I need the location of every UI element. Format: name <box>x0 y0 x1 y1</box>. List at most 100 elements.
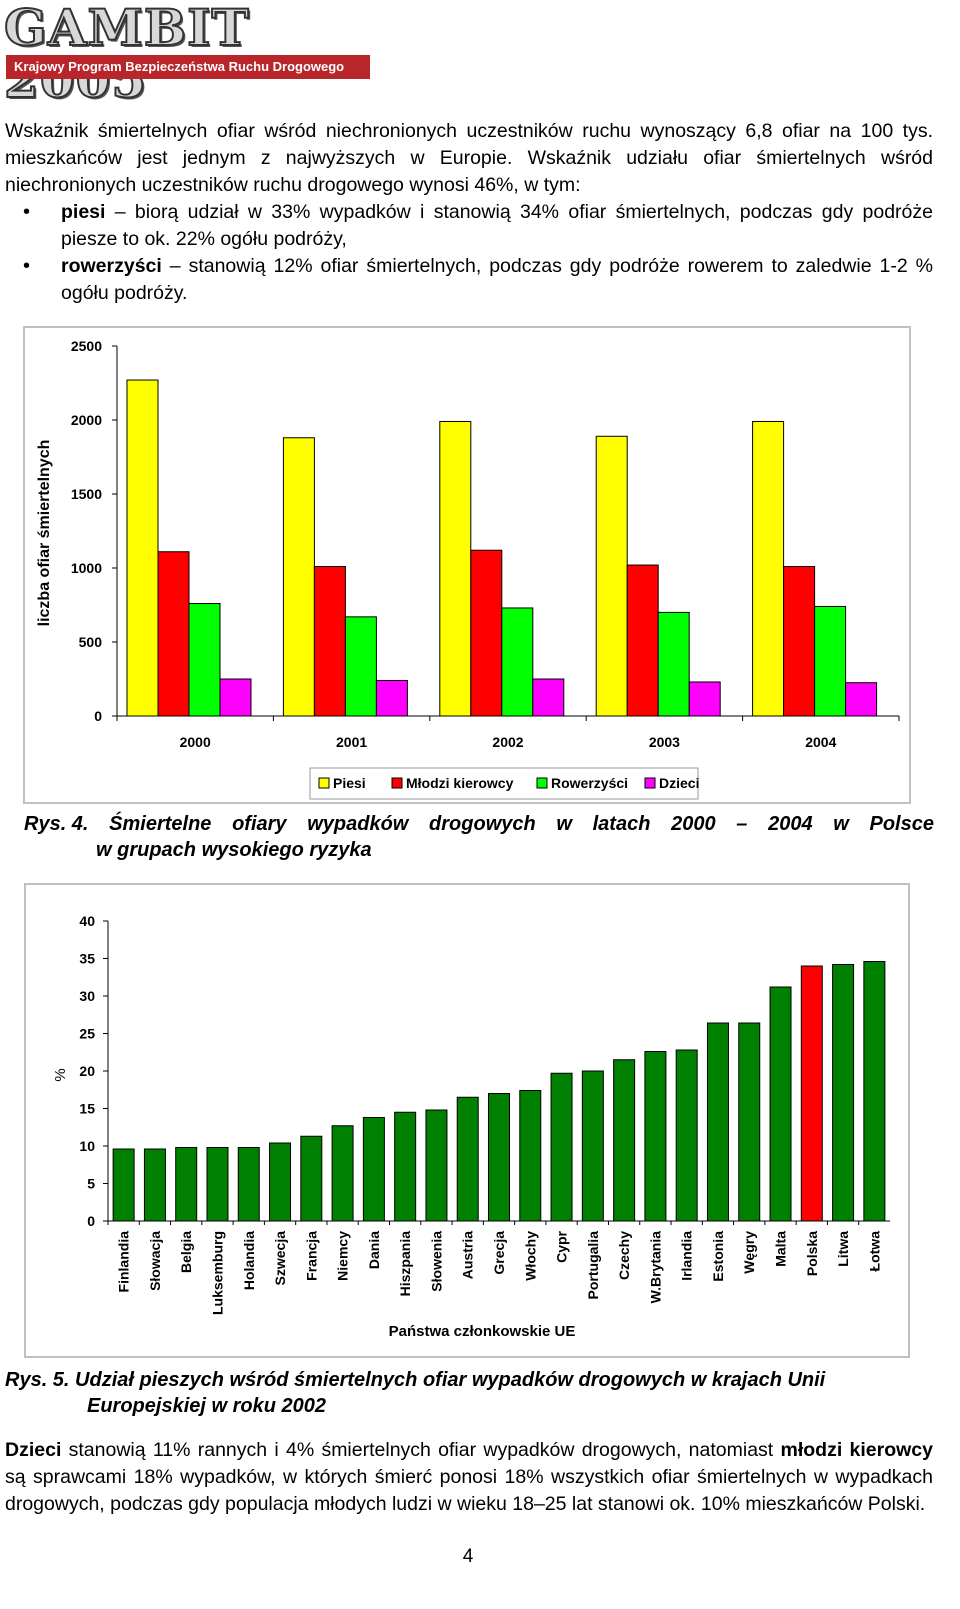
bar-młodzi-kierowcy <box>783 566 816 717</box>
figure4-caption-word: drogowych <box>429 813 536 835</box>
bar-dzieci <box>375 679 408 717</box>
x-category-label: Dania <box>366 1231 382 1269</box>
x-category-label: Hiszpania <box>397 1231 413 1297</box>
y-tick-label: 25 <box>79 1026 95 1042</box>
x-category-label: Francja <box>303 1231 319 1281</box>
x-category-label: Włochy <box>522 1231 538 1281</box>
legend-label: Rowerzyści <box>551 775 628 791</box>
bar-country <box>800 965 823 1222</box>
figure5-caption: Rys. 5. Udział pieszych wśród śmiertelny… <box>5 1367 930 1419</box>
x-category-label: Finlandia <box>116 1231 132 1293</box>
bullet-term: piesi <box>61 201 106 223</box>
pedestrian-share-bar-chart: 0 5 10 15 20 25 30 35 40 Finlandia Słowacja Belgia L… <box>52 913 890 1340</box>
figure4-caption-word: w <box>556 813 572 835</box>
bar-piesi <box>439 420 472 717</box>
x-category-label: Grecja <box>491 1231 507 1275</box>
x-category-label: Słowenia <box>428 1231 444 1292</box>
figure4-caption-word: Polsce <box>869 813 934 835</box>
x-category-label: 2002 <box>492 734 523 750</box>
x-category-label: Malta <box>773 1231 789 1267</box>
bullet-item-rowerzysci: rowerzyści – stanowią 12% ofiar śmiertel… <box>5 253 933 307</box>
bullet-item-piesi: piesi – biorą udział w 33% wypadków i st… <box>5 199 933 253</box>
bar-country <box>863 961 886 1222</box>
y-tick-label: 0 <box>87 1213 95 1229</box>
x-category-label: Holandia <box>241 1231 257 1290</box>
figure5-caption-line1: Udział pieszych wśród śmiertelnych ofiar… <box>75 1369 826 1391</box>
legend-swatch <box>536 777 548 789</box>
bar-country <box>706 1022 729 1222</box>
y-tick-label: 1500 <box>71 486 102 502</box>
bar-piesi <box>126 379 159 717</box>
outro-text-2: są sprawcami 18% wypadków, w których śmi… <box>5 1466 933 1515</box>
legend-label: Piesi <box>333 775 366 791</box>
figure4-caption-word: Śmiertelne <box>109 813 212 835</box>
figure4-caption-word: ofiary <box>232 813 287 835</box>
bar-country <box>112 1148 135 1222</box>
x-category-label: Belgia <box>178 1231 194 1273</box>
bar-country <box>769 986 792 1222</box>
figure4-caption-word: – <box>736 813 748 835</box>
bar-country <box>488 1093 510 1222</box>
outro-paragraph: Dzieci stanowią 11% rannych i 4% śmierte… <box>5 1437 933 1518</box>
page-number: 4 <box>462 1546 474 1567</box>
logo-subtitle: Krajowy Program Bezpieczeństwa Ruchu Dro… <box>6 55 370 79</box>
y-tick-label: 2000 <box>71 412 102 428</box>
bar-country <box>331 1125 354 1222</box>
bar-country <box>519 1090 542 1222</box>
legend-swatch <box>318 777 330 789</box>
bar-country <box>675 1049 698 1222</box>
gambit-logo: GAMBIT 2005 Krajowy Program Bezpieczeńst… <box>3 0 370 109</box>
bar-country <box>394 1111 417 1222</box>
legend: Piesi Młodzi kierowcy Rowerzyści Dzieci <box>309 767 699 800</box>
y-tick-label: 15 <box>79 1101 95 1117</box>
figure4-caption-line2: w grupach wysokiego ryzyka <box>96 839 372 861</box>
legend-label: Dzieci <box>659 775 699 791</box>
bar-piesi <box>595 435 628 717</box>
x-category-label: Litwa <box>835 1231 851 1267</box>
bar-rowerzyści <box>501 607 534 717</box>
x-category-label: Węgry <box>741 1231 757 1274</box>
bar-country <box>237 1147 260 1222</box>
legend-box <box>309 767 699 800</box>
bar-country <box>456 1096 479 1222</box>
bar-dzieci <box>532 678 565 717</box>
figure5-panel: 0 5 10 15 20 25 30 35 40 Finlandia Słowacja Belgia L… <box>24 883 910 1358</box>
x-category-label: 2000 <box>180 734 211 750</box>
bar-country <box>300 1135 323 1222</box>
y-tick-label: 5 <box>87 1176 95 1192</box>
bullet-text: – stanowią 12% ofiar śmiertelnych, podcz… <box>61 255 933 304</box>
bar-dzieci <box>845 682 878 717</box>
bar-country <box>832 964 855 1222</box>
figure4-caption: Rys. 4. Śmiertelne ofiary wypadków drogowych… <box>24 811 934 863</box>
bar-młodzi-kierowcy <box>157 551 190 717</box>
bar-country <box>613 1059 636 1222</box>
bar-piesi <box>282 437 315 717</box>
x-category-label: 2001 <box>336 734 367 750</box>
bar-country <box>143 1148 166 1222</box>
y-tick-label: 40 <box>79 913 95 929</box>
x-category-label: Szwecja <box>272 1231 288 1286</box>
figure4-caption-word: 2004 <box>768 813 813 835</box>
y-tick-label: 0 <box>94 708 102 724</box>
y-tick-label: 2500 <box>71 338 102 354</box>
figure4-caption-line1: Rys. 4. Śmiertelne ofiary wypadków drogowych… <box>24 811 934 837</box>
y-tick-label: 30 <box>79 988 95 1004</box>
legend-swatch <box>644 777 656 789</box>
bar-rowerzyści <box>814 605 847 717</box>
x-category-label: Luksemburg <box>209 1231 225 1315</box>
bar-country <box>175 1147 198 1222</box>
x-category-label: Estonia <box>710 1231 726 1282</box>
figure4-caption-word: 2000 <box>671 813 716 835</box>
bullet-text: – biorą udział w 33% wypadków i stanowią… <box>61 201 933 250</box>
x-category-label: Irlandia <box>679 1231 695 1281</box>
legend-swatch <box>391 777 403 789</box>
logo-title: GAMBIT 2005 <box>3 0 250 109</box>
x-category-label: 2003 <box>649 734 680 750</box>
outro-term-dzieci: Dzieci <box>5 1439 62 1461</box>
intro-paragraph: Wskaźnik śmiertelnych ofiar wśród niechr… <box>5 120 933 196</box>
bar-country <box>738 1022 761 1222</box>
y-tick-label: 20 <box>79 1063 95 1079</box>
figure5-caption-line2: Europejskiej w roku 2002 <box>87 1395 326 1417</box>
x-category-label: Słowacja <box>147 1231 163 1291</box>
x-category-label: W.Brytania <box>647 1231 663 1304</box>
